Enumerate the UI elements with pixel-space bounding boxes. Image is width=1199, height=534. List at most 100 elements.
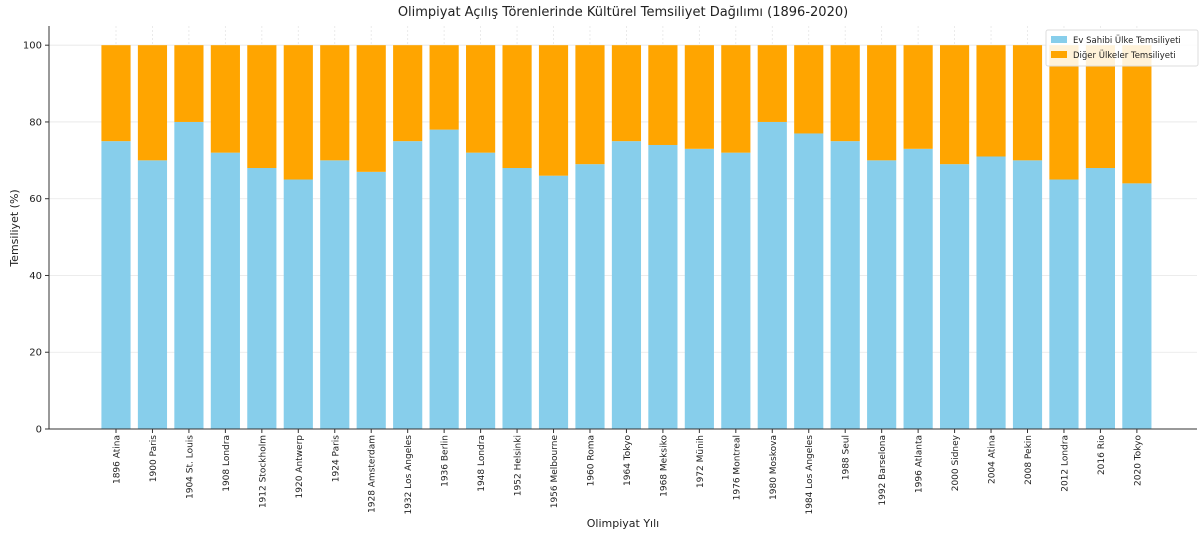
bar	[101, 45, 131, 142]
bar	[648, 144, 678, 429]
bar	[320, 45, 350, 161]
y-axis-label: Temsiliyet (%)	[8, 189, 21, 267]
bar	[1122, 45, 1152, 184]
bar	[867, 160, 897, 430]
bar	[757, 45, 787, 122]
bar	[1012, 45, 1043, 161]
x-tick-label: 1928 Amsterdam	[368, 435, 378, 513]
bar	[684, 45, 714, 149]
x-tick-label: 1936 Berlin	[441, 435, 451, 487]
x-tick-label: 1924 Paris	[331, 435, 341, 483]
x-tick-label: 2000 Sidney	[951, 434, 961, 491]
x-tick-label: 1956 Melbourne	[550, 435, 560, 509]
x-tick-label: 1972 Münih	[696, 435, 706, 488]
x-tick-label: 2008 Pekin	[1024, 435, 1034, 485]
bar	[247, 168, 277, 429]
bar	[794, 45, 824, 134]
bar	[137, 160, 168, 430]
bar	[976, 156, 1006, 429]
x-tick-label: 1976 Montreal	[732, 435, 742, 500]
x-tick-label: 1904 St. Louis	[185, 435, 195, 499]
bar	[502, 45, 532, 169]
bar	[939, 45, 970, 165]
bar	[1122, 183, 1152, 429]
legend-swatch	[1051, 36, 1067, 43]
x-tick-label: 1992 Barselona	[878, 435, 888, 506]
x-tick-label: 1896 Atina	[113, 435, 123, 484]
y-tick-label: 40	[29, 271, 42, 282]
bar	[393, 45, 423, 142]
bar	[575, 164, 605, 429]
x-tick-label: 1920 Antwerp	[295, 435, 305, 499]
x-tick-label: 1912 Stockholm	[258, 435, 268, 508]
bar	[101, 141, 131, 429]
bar	[137, 45, 168, 161]
bar	[210, 152, 240, 429]
x-tick-label: 1964 Tokyo	[623, 435, 633, 486]
bar	[721, 152, 751, 429]
x-tick-label: 1996 Atlanta	[915, 435, 925, 493]
bar	[429, 129, 459, 429]
bar	[356, 171, 386, 429]
chart-title: Olimpiyat Açılış Törenlerinde Kültürel T…	[398, 5, 848, 20]
x-tick-label: 1968 Meksiko	[659, 435, 669, 497]
x-tick-label: 1900 Paris	[149, 435, 159, 483]
bar	[502, 168, 532, 429]
bar	[721, 45, 751, 153]
bar	[611, 141, 642, 429]
bar	[466, 45, 496, 153]
bar	[1049, 179, 1079, 429]
bar	[466, 152, 496, 429]
x-tick-label: 1988 Seul	[842, 435, 852, 480]
legend-swatch	[1051, 51, 1067, 58]
bar	[794, 133, 824, 429]
x-tick-label: 1908 Londra	[222, 435, 232, 492]
legend-label: Diğer Ülkeler Temsiliyeti	[1073, 50, 1176, 61]
x-axis-label: Olimpiyat Yılı	[587, 517, 659, 530]
bar	[174, 45, 204, 122]
bar	[356, 45, 386, 172]
x-tick-label: 1948 Londra	[477, 435, 487, 492]
y-tick-label: 80	[29, 117, 42, 128]
x-tick-label: 1952 Helsinki	[514, 435, 524, 496]
bar	[903, 148, 933, 430]
x-tick-label: 1980 Moskova	[769, 435, 779, 500]
legend-label: Ev Sahibi Ülke Temsiliyeti	[1073, 35, 1181, 46]
x-tick-label: 2020 Tokyo	[1133, 435, 1143, 486]
bar	[283, 179, 313, 429]
bar	[283, 45, 313, 180]
bar	[903, 45, 933, 149]
legend: Ev Sahibi Ülke Temsiliyeti Diğer Ülkeler …	[1045, 29, 1199, 67]
x-tick-label: 1984 Los Angeles	[805, 435, 815, 515]
x-tick-label: 2016 Rio	[1097, 435, 1107, 476]
bar	[1085, 168, 1116, 429]
bar	[684, 148, 714, 430]
bar	[648, 45, 678, 145]
bar	[1012, 160, 1043, 430]
bar	[830, 141, 860, 429]
y-tick-label: 20	[29, 348, 42, 359]
x-tick-label: 1960 Roma	[586, 435, 596, 486]
x-tick-label: 2012 Londra	[1060, 435, 1070, 492]
legend-frame	[1045, 29, 1199, 67]
bar	[429, 45, 459, 130]
bar	[1049, 45, 1079, 180]
bar	[611, 45, 642, 142]
bar	[867, 45, 897, 161]
bar	[538, 175, 569, 429]
y-tick-label: 100	[23, 41, 42, 52]
bar	[174, 121, 204, 429]
bar	[757, 121, 787, 429]
y-tick-label: 60	[29, 194, 42, 205]
bar	[210, 45, 240, 153]
bar	[939, 164, 970, 429]
x-tick-label: 2004 Atina	[988, 435, 998, 484]
bar	[830, 45, 860, 142]
bar	[976, 45, 1006, 157]
x-tick-label: 1932 Los Angeles	[404, 435, 414, 515]
bar	[538, 45, 569, 176]
bar	[393, 141, 423, 429]
bar	[247, 45, 277, 169]
bar	[320, 160, 350, 430]
